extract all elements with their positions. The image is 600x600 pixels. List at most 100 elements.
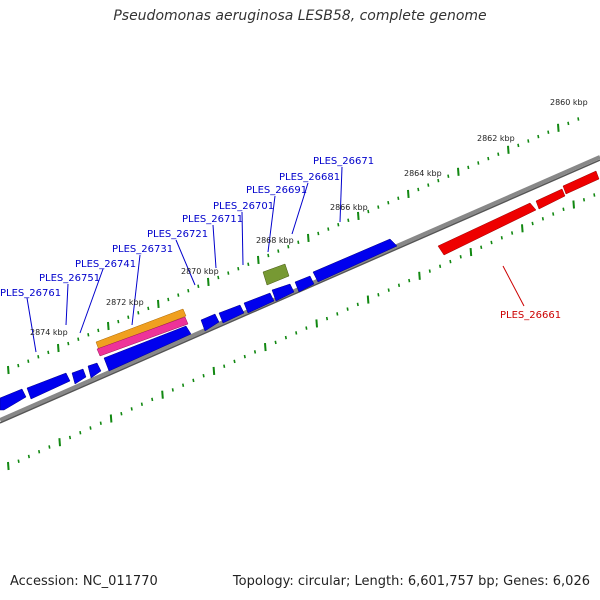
minor-tick — [593, 193, 596, 197]
gene-label[interactable]: PLES_26681 — [279, 172, 340, 183]
gene-label[interactable]: PLES_26731 — [112, 244, 173, 255]
major-tick — [58, 438, 61, 447]
minor-tick — [447, 174, 450, 178]
minor-tick — [247, 262, 250, 267]
minor-tick — [182, 383, 185, 387]
leader-PLES_26751 — [65, 283, 69, 326]
minor-tick — [582, 198, 586, 202]
leader-PLES_26681 — [291, 182, 309, 235]
minor-tick — [467, 165, 470, 170]
kbp-label: 2866 kbp — [330, 203, 368, 212]
kbp-scale-labels: 2860 kbp 2862 kbp 2864 kbp 2866 kbp 2868… — [30, 98, 588, 337]
outer-tick-ring — [7, 117, 580, 375]
minor-tick — [77, 337, 80, 341]
minor-tick — [487, 156, 490, 161]
minor-tick — [541, 217, 544, 221]
major-tick — [307, 233, 310, 242]
minor-tick — [531, 221, 534, 226]
minor-tick — [480, 245, 483, 250]
minor-tick — [192, 378, 195, 383]
minor-tick — [227, 271, 230, 275]
minor-tick — [87, 333, 90, 337]
major-tick — [264, 343, 267, 352]
minor-tick — [337, 222, 340, 227]
gene-arrow-PLES_26661[interactable] — [437, 202, 537, 256]
leader-PLES_26761 — [26, 297, 37, 353]
minor-tick — [137, 311, 140, 315]
minor-tick — [449, 259, 452, 264]
minor-tick — [295, 331, 298, 335]
minor-tick — [428, 269, 431, 273]
minor-tick — [97, 328, 100, 333]
minor-tick — [233, 359, 236, 364]
minor-tick — [177, 293, 180, 297]
gene-label[interactable]: PLES_26721 — [147, 229, 208, 240]
gene-arrow[interactable] — [71, 368, 87, 385]
accession-text: Accession: NC_011770 — [10, 574, 158, 589]
gene-label[interactable]: PLES_26661 — [500, 310, 561, 321]
major-tick — [212, 366, 216, 375]
forward-gene-track — [0, 238, 398, 411]
gene-arrow-PLES_26701[interactable] — [271, 283, 295, 302]
leader-PLES_26731 — [131, 254, 141, 326]
minor-tick — [577, 117, 580, 121]
gene-label[interactable]: PLES_26671 — [313, 156, 374, 167]
minor-tick — [387, 200, 390, 205]
gene-arrow-PLES_26731[interactable] — [200, 313, 220, 332]
minor-tick — [408, 278, 411, 283]
gene-arrow-PLES_26711[interactable] — [243, 292, 275, 314]
minor-tick — [37, 355, 40, 359]
gene-label[interactable]: PLES_26711 — [182, 214, 243, 225]
gene-label[interactable]: PLES_26751 — [39, 273, 100, 284]
minor-tick — [217, 275, 220, 280]
gene-arrow-PLES_26721[interactable] — [218, 304, 245, 324]
olive-feature[interactable] — [262, 263, 290, 286]
gene-arrow-PLES_26741[interactable] — [103, 325, 192, 372]
minor-tick — [130, 407, 133, 411]
minor-tick — [387, 288, 390, 292]
gene-arrow-PLES_26691[interactable] — [294, 275, 315, 293]
major-tick — [161, 390, 164, 399]
minor-tick — [562, 207, 565, 212]
genome-summary-text: Topology: circular; Length: 6,601,757 bp… — [232, 574, 590, 589]
gene-arrow-reverse[interactable] — [535, 188, 566, 210]
minor-tick — [267, 253, 270, 258]
minor-tick — [490, 240, 493, 245]
kbp-label: 2872 kbp — [106, 298, 144, 307]
gene-arrow-PLES_26671[interactable] — [312, 238, 398, 283]
minor-tick — [477, 161, 480, 165]
minor-tick — [317, 231, 320, 236]
minor-tick — [305, 326, 308, 330]
minor-tick — [527, 139, 530, 143]
orange-feature[interactable] — [95, 308, 187, 351]
magenta-feature[interactable] — [96, 316, 189, 357]
gene-label[interactable]: PLES_26741 — [75, 259, 136, 270]
minor-tick — [567, 121, 570, 126]
minor-tick — [417, 187, 420, 192]
major-tick — [315, 319, 318, 328]
leader-PLES_26721 — [175, 239, 196, 286]
major-tick — [407, 189, 410, 198]
gene-arrow[interactable] — [26, 372, 71, 400]
minor-tick — [187, 288, 190, 293]
kbp-label: 2860 kbp — [550, 98, 588, 107]
gene-arrow-reverse[interactable] — [562, 170, 600, 195]
gene-label[interactable]: PLES_26691 — [246, 185, 307, 196]
gene-arrow[interactable] — [0, 388, 27, 411]
gene-labels: PLES_26671 PLES_26681 PLES_26691 PLES_26… — [0, 156, 561, 321]
major-tick — [7, 461, 10, 471]
gene-label[interactable]: PLES_26761 — [0, 288, 61, 299]
genome-title: Pseudomonas aeruginosa LESB58, complete … — [113, 8, 487, 24]
major-tick — [507, 145, 510, 154]
gene-label[interactable]: PLES_26701 — [213, 201, 274, 212]
gene-arrow[interactable] — [87, 362, 102, 379]
minor-tick — [274, 340, 277, 345]
major-tick — [257, 255, 260, 264]
major-tick — [557, 123, 560, 132]
minor-tick — [497, 152, 500, 156]
leader-PLES_26661 — [502, 265, 525, 307]
minor-tick — [127, 315, 130, 319]
minor-tick — [167, 297, 170, 302]
minor-tick — [243, 354, 246, 359]
kbp-label: 2864 kbp — [404, 169, 442, 178]
